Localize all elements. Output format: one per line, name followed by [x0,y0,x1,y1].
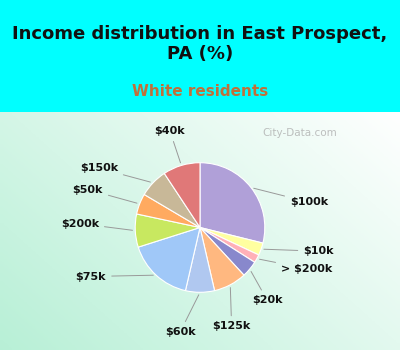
Wedge shape [200,228,244,290]
Wedge shape [200,228,255,275]
Wedge shape [164,163,200,228]
Wedge shape [186,228,214,292]
Text: White residents: White residents [132,84,268,99]
Text: $50k: $50k [72,184,137,203]
Text: $200k: $200k [61,218,132,230]
Wedge shape [200,163,265,243]
Text: $40k: $40k [155,126,185,163]
Text: $125k: $125k [212,288,251,331]
Wedge shape [144,173,200,228]
Text: $20k: $20k [251,272,282,305]
Wedge shape [137,195,200,228]
Text: City-Data.com: City-Data.com [263,128,337,138]
Wedge shape [200,228,263,255]
Text: Income distribution in East Prospect,
PA (%): Income distribution in East Prospect, PA… [12,25,388,63]
Text: > $200k: > $200k [260,259,332,274]
Text: $100k: $100k [254,188,328,207]
Wedge shape [200,228,259,262]
Text: $10k: $10k [264,246,334,256]
Text: $150k: $150k [80,163,150,182]
Text: $75k: $75k [76,272,153,281]
Wedge shape [138,228,200,290]
Text: $60k: $60k [165,295,199,337]
Wedge shape [135,214,200,247]
